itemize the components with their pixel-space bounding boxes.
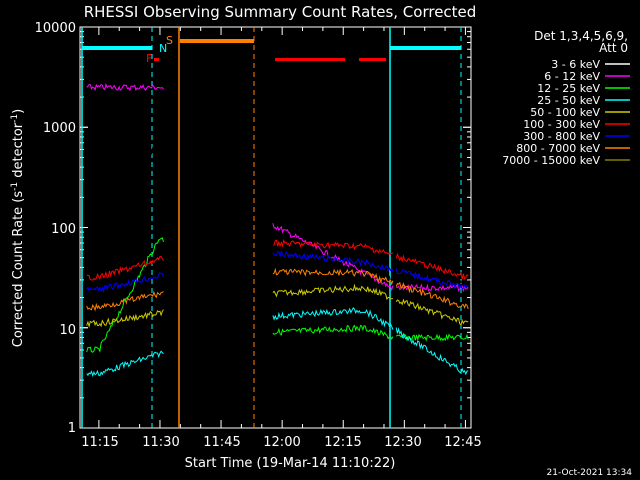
flag-label-f: F [146, 52, 152, 65]
x-tick-label-1245: 12:45 [444, 435, 481, 450]
legend-label-2: 12 - 25 keV [537, 82, 600, 95]
x-tick-label-1145: 11:45 [203, 435, 240, 450]
y-axis: 1 10 100 1000 10000 [35, 21, 76, 436]
x-tick-label-1230: 12:30 [384, 435, 421, 450]
legend-label-7: 800 - 7000 keV [516, 142, 600, 155]
legend-header-2: Att 0 [599, 41, 628, 55]
x-axis-label: Start Time (19-Mar-14 11:10:22) [185, 456, 396, 471]
y-tick-label-100: 100 [51, 222, 76, 237]
legend-label-3: 25 - 50 keV [537, 94, 600, 107]
x-ticks [98, 27, 466, 428]
y-axis-label-sup1: -1 [10, 182, 20, 191]
flag-bar-orange [180, 39, 254, 43]
y-axis-label-mid: detector [11, 122, 26, 182]
flag-bar-red-small [154, 58, 159, 61]
x-tick-label-1200: 12:00 [263, 435, 300, 450]
chart-title: RHESSI Observing Summary Count Rates, Co… [84, 3, 477, 21]
x-tick-label-1215: 12:15 [324, 435, 361, 450]
y-axis-label-sup2: -1 [10, 114, 20, 123]
y-axis-label-main: Corrected Count Rate (s [11, 191, 26, 348]
series-line-4 [86, 283, 469, 329]
x-tick-label-1130: 11:30 [142, 435, 179, 450]
series-line-7 [86, 267, 469, 312]
legend-label-8: 7000 - 15000 keV [502, 154, 600, 167]
flag-label-n: N [159, 42, 167, 55]
y-tick-label-1: 1 [68, 421, 76, 436]
flag-bar-red-1 [275, 58, 345, 61]
legend-label-1: 6 - 12 keV [544, 70, 600, 83]
event-lines [81, 27, 462, 428]
y-tick-label-1000: 1000 [43, 121, 76, 136]
flag-label-s: S [166, 34, 173, 47]
flags: F N S [82, 34, 461, 65]
flag-bar-cyan-left [82, 46, 152, 50]
y-tick-label-10: 10 [59, 323, 76, 338]
series-group [86, 82, 469, 378]
legend-label-5: 100 - 300 keV [523, 118, 600, 131]
x-axis: 11:15 11:30 11:45 12:00 12:15 12:30 12:4… [81, 435, 481, 450]
flag-bar-red-2 [359, 58, 386, 61]
y-tick-label-10000: 10000 [35, 21, 76, 36]
series-line-1 [86, 82, 469, 293]
legend-label-6: 300 - 800 keV [523, 130, 600, 143]
footer-date: 21-Oct-2021 13:34 [547, 468, 633, 478]
series-line-0 [86, 125, 469, 324]
y-axis-label-end: ) [11, 109, 26, 114]
series-line-5 [86, 238, 469, 281]
series-line-6 [86, 250, 469, 293]
legend-label-0: 3 - 6 keV [551, 58, 600, 71]
legend-label-4: 50 - 100 keV [530, 106, 600, 119]
x-tick-label-1115: 11:15 [81, 435, 118, 450]
series-line-3 [86, 307, 469, 378]
flag-bar-cyan-right [390, 46, 461, 50]
legend-header-1: Det 1,3,4,5,6,9, [534, 29, 628, 43]
y-axis-label: Corrected Count Rate (s-1 detector-1) [10, 109, 26, 347]
